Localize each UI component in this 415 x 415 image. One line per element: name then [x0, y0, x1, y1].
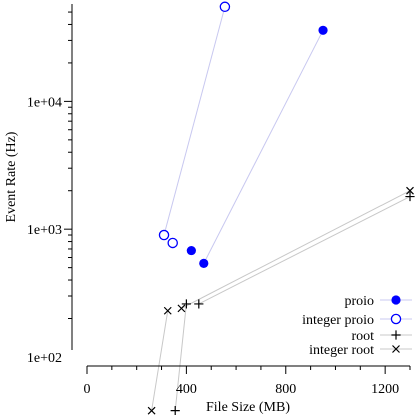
- legend-marker-integer-root: [392, 345, 400, 353]
- x-tick-label: 400: [176, 382, 197, 397]
- integer-root-point: [163, 306, 172, 315]
- legend-marker-integer-proio: [390, 313, 402, 325]
- y-tick-label: 1e+04: [27, 95, 62, 110]
- data-points: [147, 1, 415, 415]
- integer-root-point: [147, 406, 156, 415]
- series-line: [198, 196, 411, 305]
- x-axis-label: File Size (MB): [206, 400, 290, 415]
- root-point: [181, 299, 191, 309]
- y-tick-label: 1e+03: [27, 223, 62, 238]
- series-line: [181, 190, 411, 309]
- y-tick-label: 1e+02: [27, 351, 62, 366]
- legend-label-integer-root: integer root: [309, 343, 374, 358]
- series-line: [203, 30, 324, 264]
- proio-point: [318, 25, 328, 35]
- integer-root-point: [406, 186, 414, 195]
- legend-marker-root: [391, 330, 401, 340]
- legend-label-root: root: [351, 329, 374, 344]
- y-axis-label: Event Rate (Hz): [4, 131, 19, 222]
- x-tick-label: 1200: [371, 382, 399, 397]
- root-point: [405, 191, 415, 202]
- root-point: [194, 299, 204, 309]
- integer-proio-point: [167, 237, 178, 249]
- x-tick-label: 0: [84, 382, 91, 397]
- proio-point: [199, 258, 209, 268]
- integer-proio-point: [219, 1, 231, 13]
- series-line: [151, 310, 169, 411]
- legend-label-integer-proio: integer proio: [302, 313, 374, 328]
- legend-marker-proio: [391, 295, 401, 305]
- series-line: [174, 303, 187, 411]
- x-axis: 0 400 800 1200: [84, 365, 411, 397]
- integer-proio-point: [158, 229, 170, 241]
- legend-label-proio: proio: [344, 294, 374, 309]
- proio-point: [186, 245, 196, 256]
- integer-root-point: [177, 304, 186, 313]
- series-lines: [151, 6, 411, 411]
- series-line: [163, 6, 226, 236]
- y-axis: 1e+02 1e+03 1e+04: [27, 4, 73, 366]
- root-point: [170, 406, 180, 415]
- x-tick-label: 800: [275, 382, 296, 397]
